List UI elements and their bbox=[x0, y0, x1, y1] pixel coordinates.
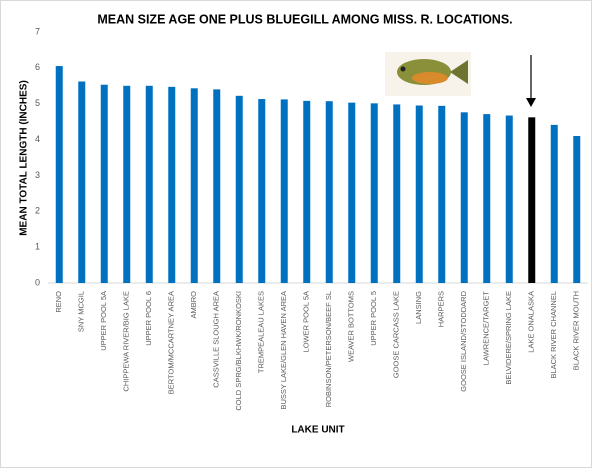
bar bbox=[123, 85, 131, 284]
x-tick-label: LAWRENCE/TARGET bbox=[482, 291, 491, 366]
bar bbox=[78, 81, 86, 284]
bar bbox=[168, 86, 176, 284]
bar bbox=[280, 99, 288, 283]
fish-tail bbox=[450, 60, 468, 84]
x-tick-label: GOOSE CARCASS LAKE bbox=[392, 291, 401, 378]
x-tick-label: CASSVILLE SLOUGH AREA bbox=[212, 291, 221, 388]
x-tick-label: GOOSE ISLAND/STODDARD bbox=[459, 290, 468, 391]
arrow bbox=[526, 55, 536, 107]
x-tick-label: HARPERS bbox=[437, 291, 446, 327]
bar bbox=[415, 105, 423, 283]
x-tick-label: WEAVER BOTTOMS bbox=[347, 291, 356, 362]
bar bbox=[460, 112, 468, 283]
x-tick-label: CHIPPEWA RIVER/BIG LAKE bbox=[122, 291, 131, 392]
x-tick-label: UPPER POOL 5A bbox=[99, 291, 108, 351]
chart-title: MEAN SIZE AGE ONE PLUS BLUEGILL AMONG MI… bbox=[97, 12, 512, 26]
y-tick-label: 4 bbox=[35, 134, 40, 144]
x-tick-label: COLD SPRG/BLKHWK/RONKOSKI bbox=[234, 291, 243, 411]
bar bbox=[55, 66, 63, 283]
bar bbox=[100, 84, 108, 284]
x-axis-title: LAKE UNIT bbox=[291, 425, 344, 436]
bar bbox=[483, 114, 491, 283]
x-tick-label: BERTOM/MCCARTNEY AREA bbox=[167, 291, 176, 394]
x-tick-label: BLACK RIVER MOUTH bbox=[572, 291, 581, 370]
y-tick-label: 2 bbox=[35, 206, 40, 216]
fish-image bbox=[385, 52, 471, 96]
arrow-head bbox=[526, 98, 536, 107]
bar bbox=[258, 99, 266, 283]
x-tick-label: UPPER POOL 5 bbox=[369, 291, 378, 346]
y-tick-label: 0 bbox=[35, 277, 40, 287]
fish-eye bbox=[400, 66, 406, 72]
bar bbox=[190, 88, 198, 283]
bar bbox=[573, 135, 581, 283]
y-tick-label: 3 bbox=[35, 170, 40, 180]
bar bbox=[213, 89, 221, 283]
y-tick-label: 6 bbox=[35, 62, 40, 72]
bar bbox=[370, 103, 378, 283]
bar bbox=[348, 102, 356, 283]
bar bbox=[325, 101, 333, 283]
x-tick-label: RENO bbox=[54, 291, 63, 313]
x-tick-label: LAKE ONALASKA bbox=[527, 291, 536, 353]
x-tick-label: BELVIDERE/SPRING LAKE bbox=[504, 291, 513, 385]
x-tick-label: ROBINSON/PETERSON/BEEF SL bbox=[324, 291, 333, 407]
y-tick-label: 7 bbox=[35, 26, 40, 36]
y-axis-title: MEAN TOTAL LENGTH (INCHES) bbox=[19, 80, 30, 236]
x-tick-label: UPPER POOL 6 bbox=[144, 291, 153, 346]
bar bbox=[528, 117, 536, 283]
x-tick-label: BLACK RIVER CHANNEL bbox=[549, 291, 558, 379]
bar bbox=[303, 100, 311, 284]
y-tick-label: 5 bbox=[35, 98, 40, 108]
bar bbox=[550, 124, 558, 284]
x-tick-label: LANSING bbox=[414, 291, 423, 324]
bar bbox=[505, 115, 513, 283]
bar bbox=[393, 104, 401, 283]
x-tick-label: AMBRO bbox=[189, 291, 198, 319]
x-tick-label: TREMPEALEAU LAKES bbox=[257, 291, 266, 373]
bar bbox=[438, 105, 446, 283]
x-tick-label: BUSSY LAKE/GLEN HAVEN AREA bbox=[279, 291, 288, 410]
y-tick-label: 1 bbox=[35, 242, 40, 252]
bar bbox=[145, 85, 153, 284]
x-tick-label: SNY MCGIL bbox=[77, 291, 86, 332]
fish-belly bbox=[412, 72, 448, 84]
x-tick-label: LOWER POOL 5A bbox=[302, 291, 311, 352]
bar bbox=[235, 95, 243, 283]
